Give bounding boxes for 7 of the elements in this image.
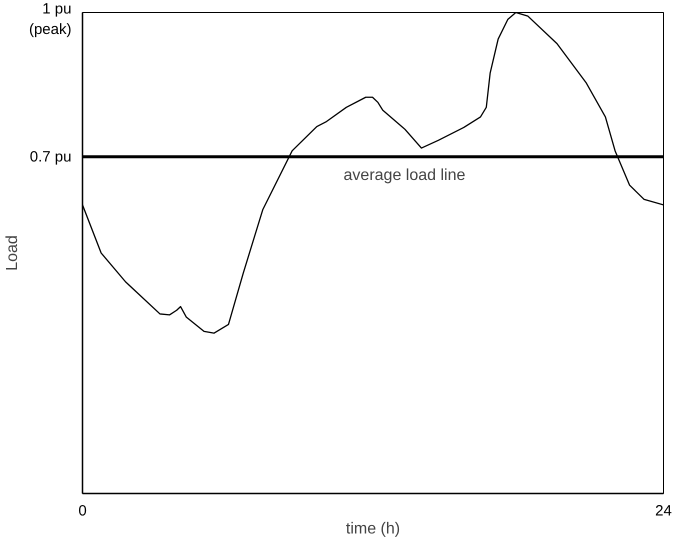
x-tick-label: 0 — [78, 502, 87, 520]
y-tick-label: 0.7 pu — [30, 148, 72, 166]
x-tick-label: 24 — [655, 502, 672, 520]
y-tick-label: 1 pu (peak) — [28, 0, 72, 38]
ref-line-label: average load line — [344, 166, 466, 184]
y-axis-title: Load — [4, 235, 21, 271]
x-axis-title: time (h) — [346, 520, 400, 538]
